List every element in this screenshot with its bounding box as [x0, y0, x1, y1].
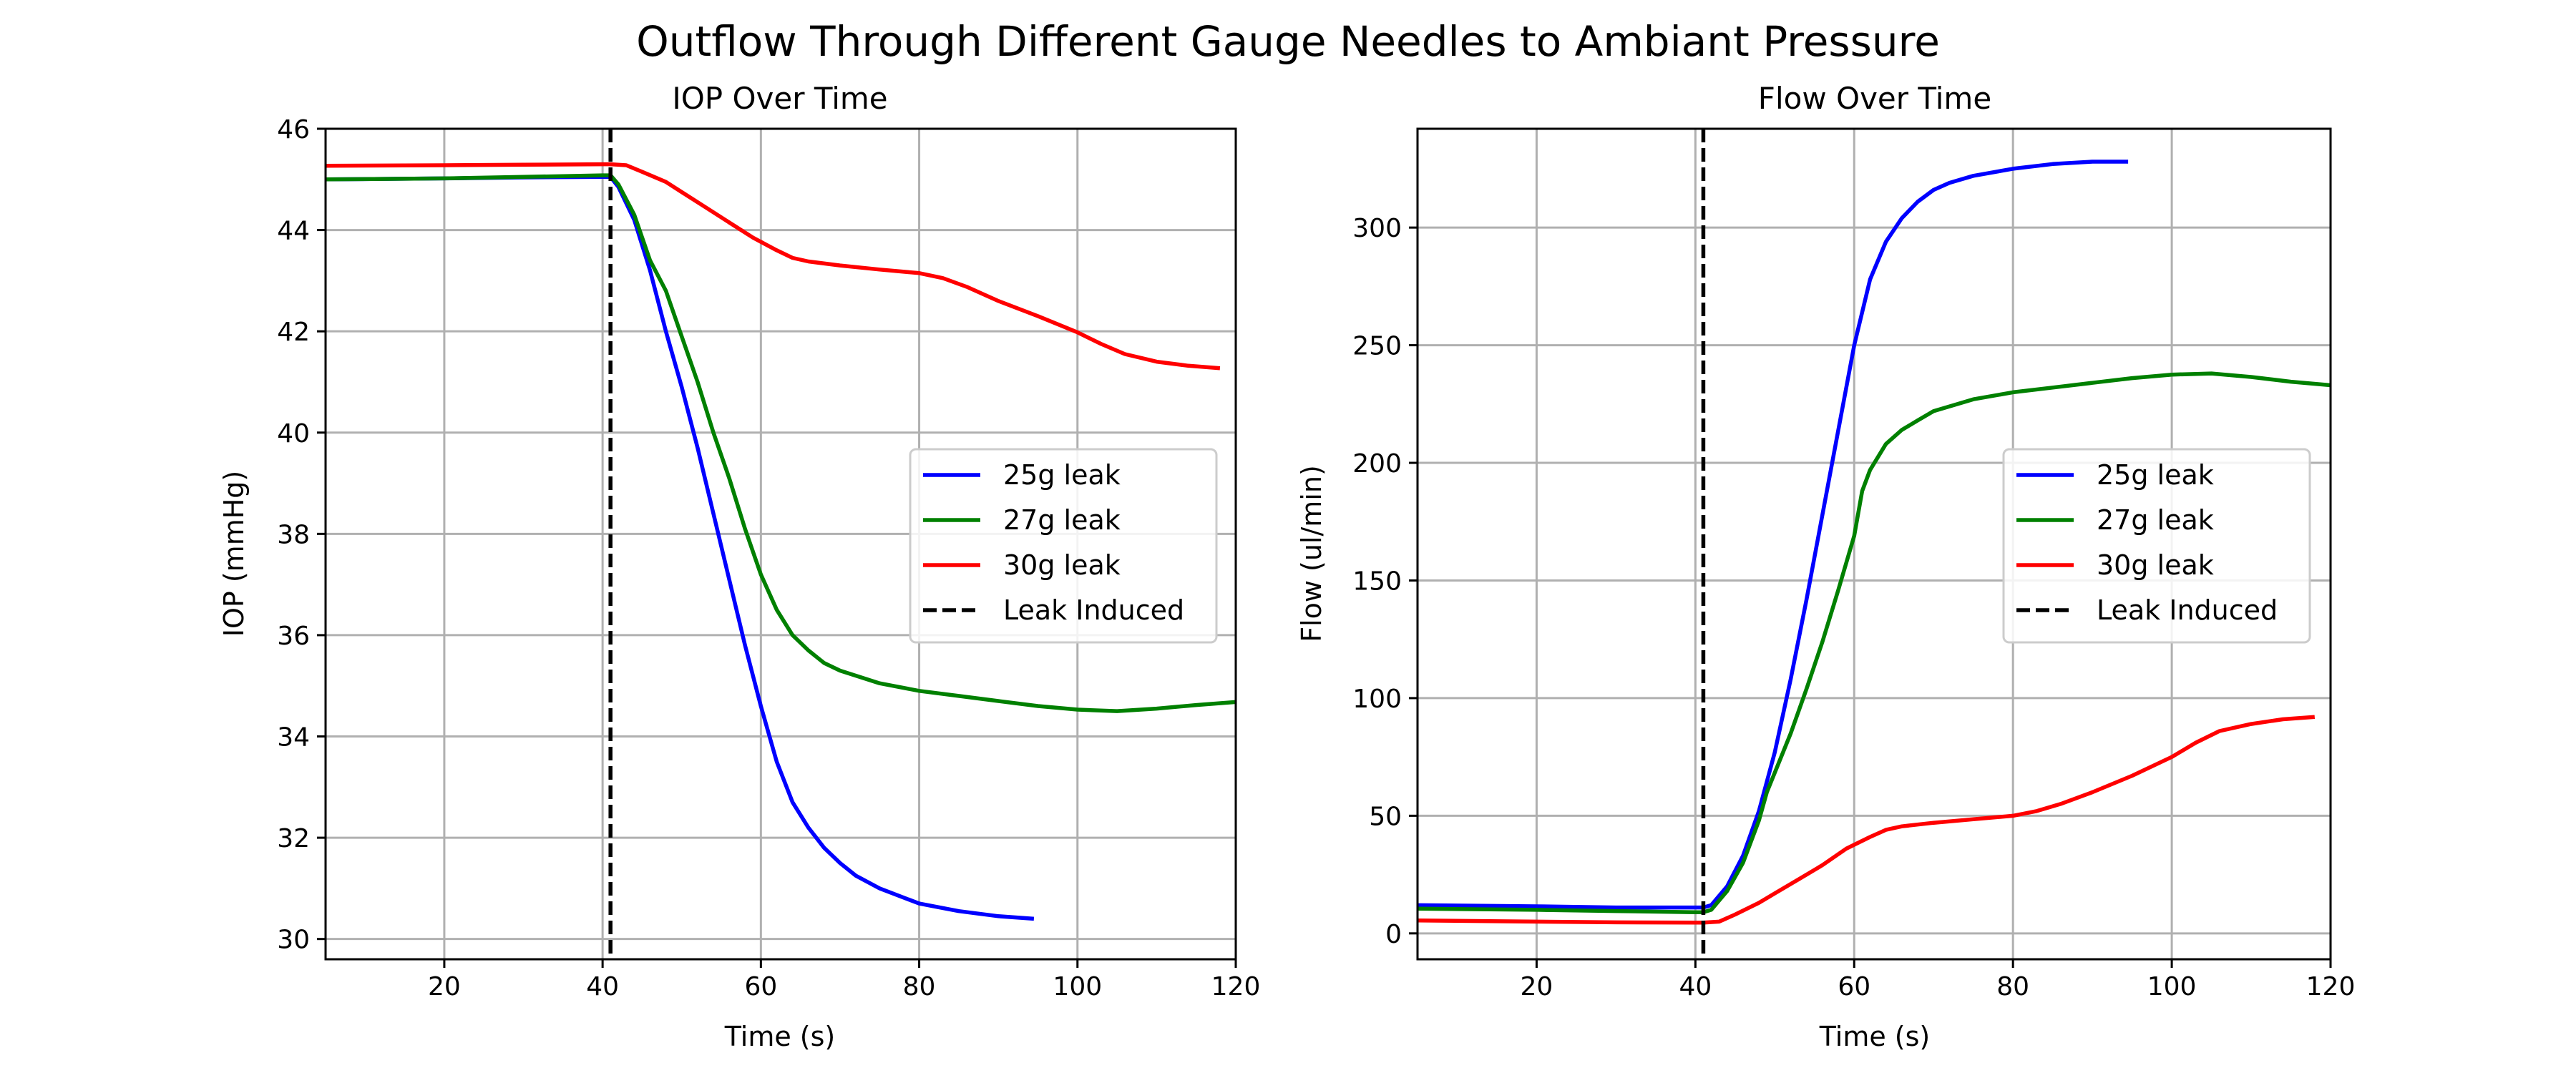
iop-legend: 25g leak 27g leak 30g leak Leak Induced: [909, 448, 1218, 644]
iop-x-tick-label-100: 100: [1053, 972, 1102, 1001]
iop-series-27g-leak: [326, 173, 1236, 713]
iop-y-tick-label-40: 40: [277, 419, 310, 449]
iop-y-axis-label: IOP (mmHg): [218, 471, 250, 637]
iop-y-tick-label-30: 30: [277, 926, 310, 955]
flow-plot-area: [1418, 129, 2331, 959]
flow-y-tick-label-100: 100: [1352, 685, 1402, 714]
flow-x-tick-label-100: 100: [2147, 972, 2197, 1001]
flow-y-tick-label-250: 250: [1352, 332, 1402, 361]
flow-y-tick-label-0: 0: [1385, 920, 1402, 949]
iop-y-tick-label-42: 42: [277, 318, 310, 347]
flow-y-tick-label-300: 300: [1352, 214, 1402, 243]
iop-chart-title: IOP Over Time: [672, 81, 887, 116]
flow-y-tick-label-150: 150: [1352, 567, 1402, 596]
iop-x-tick-label-20: 20: [428, 972, 461, 1001]
flow-legend-label-3: Leak Induced: [2097, 594, 2278, 626]
figure-suptitle: Outflow Through Different Gauge Needles …: [636, 17, 1940, 66]
iop-x-tick-label-60: 60: [744, 972, 777, 1001]
flow-series-27g-leak: [1418, 371, 2331, 914]
iop-over-time-panel: IOP Over Time Time (s) IOP (mmHg) 20 40 60…: [218, 81, 1260, 1052]
flow-legend-label-0: 25g leak: [2097, 459, 2214, 491]
iop-plot-area: [326, 129, 1236, 959]
iop-y-tick-label-34: 34: [277, 723, 310, 753]
iop-legend-label-2: 30g leak: [1003, 549, 1121, 581]
flow-legend-label-2: 30g leak: [2097, 549, 2214, 581]
flow-legend-box: [2002, 448, 2311, 644]
iop-legend-box: [909, 448, 1218, 644]
iop-legend-label-0: 25g leak: [1003, 459, 1121, 491]
flow-chart-title: Flow Over Time: [1758, 81, 1991, 116]
iop-y-tick-label-32: 32: [277, 824, 310, 853]
flow-x-tick-label-40: 40: [1679, 972, 1712, 1001]
iop-x-axis-label: Time (s): [724, 1021, 836, 1052]
flow-x-tick-label-20: 20: [1521, 972, 1553, 1001]
iop-y-tick-label-36: 36: [277, 622, 310, 651]
flow-x-tick-label-120: 120: [2306, 972, 2356, 1001]
iop-y-tick-label-46: 46: [277, 115, 310, 144]
iop-legend-label-1: 27g leak: [1003, 504, 1121, 536]
iop-axes-frame: [324, 127, 1237, 961]
iop-x-tick-label-120: 120: [1211, 972, 1261, 1001]
iop-x-tick-label-40: 40: [586, 972, 619, 1001]
flow-legend: 25g leak 27g leak 30g leak Leak Induced: [2002, 448, 2311, 644]
flow-series-30g-leak: [1418, 715, 2316, 925]
flow-axes-frame: [1416, 127, 2332, 961]
iop-y-tick-label-38: 38: [277, 520, 310, 549]
iop-legend-label-3: Leak Induced: [1003, 594, 1184, 626]
flow-y-tick-label-200: 200: [1352, 449, 1402, 479]
flow-y-tick-label-50: 50: [1369, 802, 1402, 831]
flow-x-axis-label: Time (s): [1819, 1021, 1931, 1052]
flow-over-time-panel: Flow Over Time Time (s) Flow (ul/min) 20…: [1296, 81, 2355, 1052]
iop-y-tick-label-44: 44: [277, 217, 310, 246]
flow-x-tick-label-60: 60: [1838, 972, 1870, 1001]
iop-series-30g-leak: [326, 162, 1221, 371]
iop-x-tick-label-80: 80: [903, 972, 936, 1001]
flow-x-tick-label-80: 80: [1996, 972, 2029, 1001]
flow-legend-label-1: 27g leak: [2097, 504, 2214, 536]
flow-y-axis-label: Flow (ul/min): [1296, 465, 1327, 642]
